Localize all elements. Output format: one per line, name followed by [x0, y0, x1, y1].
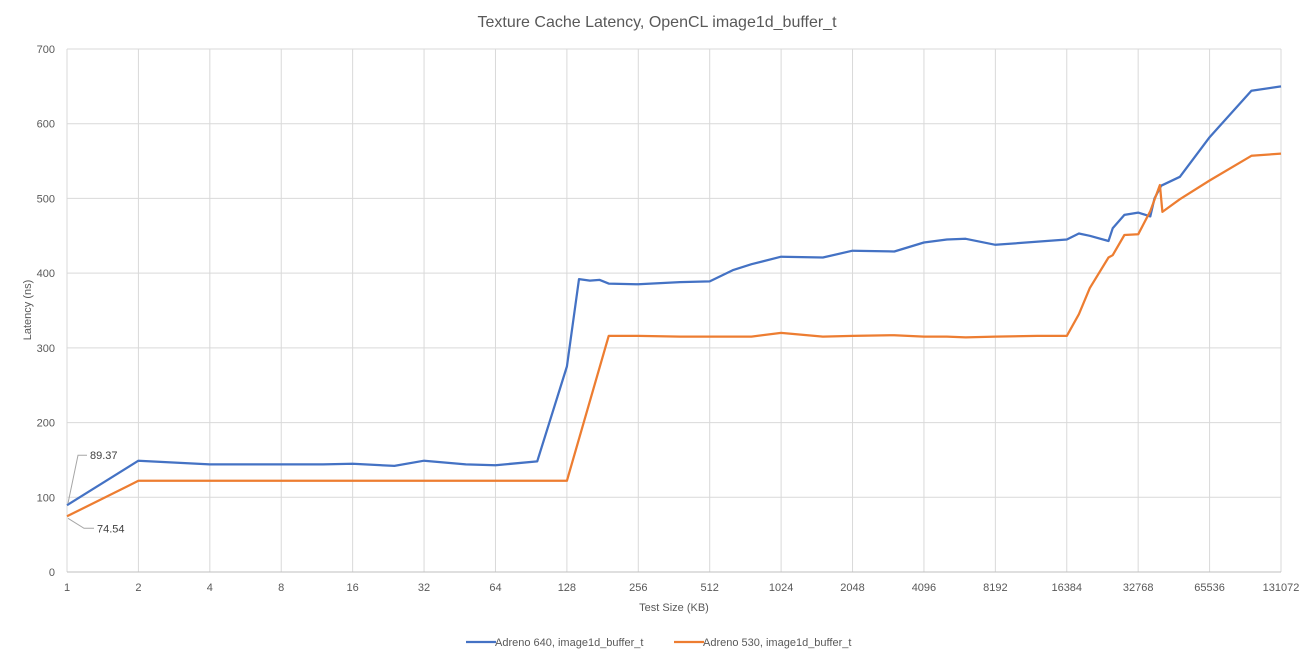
y-tick-label: 0	[49, 567, 55, 579]
y-tick-label: 600	[37, 119, 55, 131]
x-tick-label: 65536	[1194, 582, 1225, 594]
annotation-leader-line	[67, 454, 87, 504]
y-axis-tick-labels: 0 100 200 300 400 500 600 700	[37, 44, 55, 579]
series-line-1	[66, 85, 1282, 507]
annotation-label: 74.54	[97, 523, 125, 535]
y-tick-label: 500	[37, 193, 55, 205]
x-axis-tick-labels: 1 2 4 8 16 32 64 128 256 512 1024 2048 4096 8192 16384…	[64, 582, 1299, 594]
x-tick-label: 32	[418, 582, 430, 594]
y-tick-label: 200	[37, 418, 55, 430]
x-tick-label: 16	[347, 582, 359, 594]
x-tick-label: 256	[629, 582, 647, 594]
x-tick-label: 64	[489, 582, 501, 594]
x-tick-label: 128	[558, 582, 576, 594]
annotation-label: 89.37	[90, 450, 118, 462]
x-tick-label: 8192	[983, 582, 1007, 594]
data-label-annotations: 89.37 74.54	[67, 450, 125, 535]
x-tick-label: 131072	[1263, 582, 1300, 594]
legend-label-2: Adreno 530, image1d_buffer_t	[703, 637, 851, 649]
x-tick-label: 4096	[912, 582, 936, 594]
annotation-leader-line	[67, 517, 94, 529]
x-tick-label: 16384	[1051, 582, 1082, 594]
y-tick-label: 400	[37, 268, 55, 280]
legend: Adreno 640, image1d_buffer_t Adreno 530, …	[466, 637, 851, 649]
x-tick-label: 32768	[1123, 582, 1154, 594]
y-tick-label: 300	[37, 343, 55, 355]
x-tick-label: 1	[64, 582, 70, 594]
y-tick-label: 100	[37, 492, 55, 504]
series-lines	[66, 85, 1282, 518]
gridlines	[66, 48, 1282, 573]
x-tick-label: 4	[207, 582, 213, 594]
x-tick-label: 2	[135, 582, 141, 594]
legend-label-1: Adreno 640, image1d_buffer_t	[495, 637, 643, 649]
x-tick-label: 512	[701, 582, 719, 594]
y-tick-label: 700	[37, 44, 55, 56]
series-line-2	[66, 152, 1282, 518]
x-tick-label: 8	[278, 582, 284, 594]
x-tick-label: 1024	[769, 582, 793, 594]
x-axis-title: Test Size (KB)	[639, 602, 709, 614]
x-tick-label: 2048	[840, 582, 864, 594]
y-axis-title: Latency (ns)	[22, 280, 34, 341]
chart-title: Texture Cache Latency, OpenCL image1d_bu…	[477, 14, 837, 31]
